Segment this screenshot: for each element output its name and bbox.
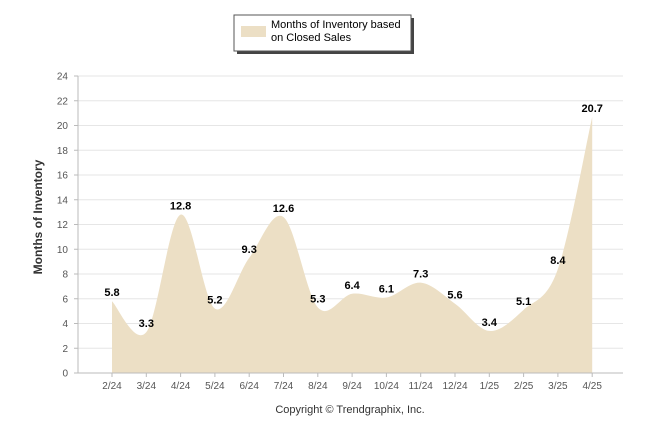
x-tick-label: 3/25 [548,381,568,392]
legend: Months of Inventory based on Closed Sale… [234,15,414,54]
y-tick-label: 22 [57,96,69,107]
data-label: 3.3 [139,318,154,330]
y-tick-label: 24 [57,72,69,83]
x-tick-label: 10/24 [374,381,399,392]
x-tick-label: 4/24 [171,381,191,392]
x-tick-label: 12/24 [442,381,467,392]
y-tick-label: 8 [62,270,68,281]
data-label: 12.6 [273,203,294,215]
y-tick-label: 12 [57,220,69,231]
data-label: 8.4 [550,255,566,267]
x-tick-label: 11/24 [409,381,434,392]
x-tick-label: 8/24 [308,381,328,392]
data-label: 6.4 [344,280,360,292]
data-label: 5.6 [447,290,462,302]
x-tick-label: 2/24 [102,381,122,392]
y-tick-label: 18 [57,146,69,157]
area-fill [112,117,592,373]
legend-swatch [241,26,266,37]
data-label: 6.1 [379,284,394,296]
x-tick-label: 9/24 [342,381,362,392]
y-axis-title: Months of Inventory [31,159,45,274]
data-label: 12.8 [170,201,191,213]
y-tick-label: 10 [57,245,69,256]
copyright-footer: Copyright © Trendgraphix, Inc. [275,404,424,416]
y-tick-label: 4 [62,319,68,330]
y-tick-label: 0 [62,369,68,380]
x-tick-label: 1/25 [480,381,500,392]
y-tick-label: 14 [57,195,69,206]
legend-text-line1: Months of Inventory based [271,19,401,31]
data-label: 9.3 [242,244,257,256]
y-tick-label: 2 [62,344,68,355]
y-tick-label: 6 [62,294,68,305]
x-tick-label: 5/24 [205,381,225,392]
data-label: 3.4 [482,317,498,329]
x-tick-label: 3/24 [137,381,157,392]
x-tick-label: 4/25 [582,381,602,392]
data-label: 5.8 [104,287,119,299]
y-tick-label: 16 [57,171,69,182]
x-tick-labels: 2/24 3/24 4/24 5/24 6/24 7/24 8/24 9/24 10/24 11/… [102,381,602,392]
legend-text-line2: on Closed Sales [271,32,352,44]
data-label: 5.1 [516,296,531,308]
x-tick-label: 2/25 [514,381,534,392]
y-tick-label: 20 [57,121,69,132]
data-label: 20.7 [581,103,602,115]
x-tick-label: 7/24 [274,381,294,392]
x-tick-label: 6/24 [239,381,259,392]
data-label: 5.2 [207,295,222,307]
data-label: 5.3 [310,293,325,305]
area-series [112,117,592,373]
data-label: 7.3 [413,269,428,281]
